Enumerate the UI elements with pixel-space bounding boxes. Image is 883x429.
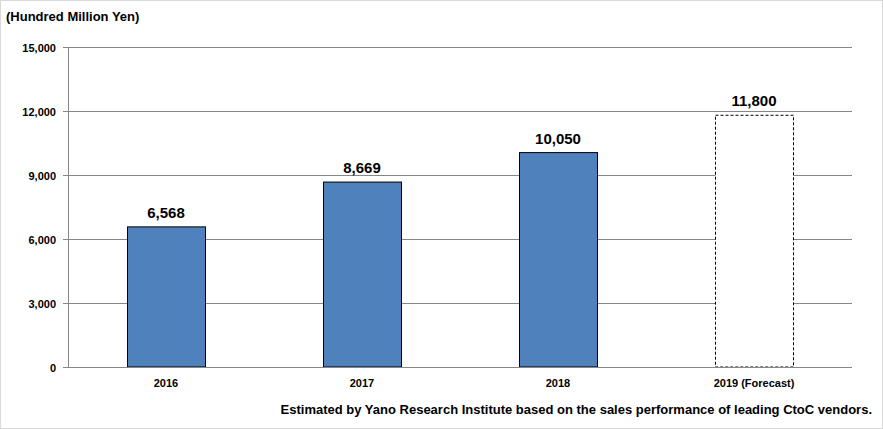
annotation: Estimated by Yano Research Institute bas… (281, 402, 872, 417)
y-axis-line (68, 47, 69, 367)
y-tick-label: 15,000 (22, 42, 56, 54)
y-tick (63, 175, 68, 176)
data-label: 10,050 (535, 130, 581, 147)
x-tick-label: 2018 (546, 377, 570, 389)
y-tick (63, 367, 68, 368)
y-tick-label: 6,000 (28, 234, 56, 246)
y-tick (63, 111, 68, 112)
bar (520, 153, 598, 367)
x-axis-line (68, 367, 852, 368)
y-tick-label: 0 (50, 362, 56, 374)
data-label: 8,669 (343, 159, 381, 176)
grid-line (68, 47, 852, 48)
data-labels: 6,568 8,669 10,050 11,800 (147, 92, 776, 221)
y-axis-title: (Hundred Million Yen) (6, 9, 139, 24)
x-tick-label: 2017 (350, 377, 374, 389)
y-tick (63, 303, 68, 304)
grid-line (68, 367, 852, 368)
y-axis: 0 3,000 6,000 9,000 12,000 15,000 (22, 42, 852, 374)
data-label: 6,568 (147, 204, 185, 221)
bar (324, 182, 402, 367)
bar (716, 115, 794, 367)
data-label: 11,800 (731, 92, 776, 109)
y-tick-label: 9,000 (28, 170, 56, 182)
y-tick-label: 12,000 (22, 106, 56, 118)
y-tick (63, 47, 68, 48)
chart-svg: 0 3,000 6,000 9,000 12,000 15,000 6,568 8,669 10… (0, 0, 883, 429)
chart-container: 0 3,000 6,000 9,000 12,000 15,000 6,568 8,669 10… (0, 0, 883, 429)
y-tick-label: 3,000 (28, 298, 56, 310)
x-tick-label: 2016 (154, 377, 178, 389)
bar (128, 227, 206, 367)
y-tick (63, 239, 68, 240)
x-tick-label: 2019 (Forecast) (714, 377, 795, 389)
bars (128, 115, 794, 367)
grid-line (68, 111, 852, 112)
page: {"chart_data": {"type": "bar", "y_label"… (0, 0, 883, 429)
chart-background (1, 1, 883, 429)
